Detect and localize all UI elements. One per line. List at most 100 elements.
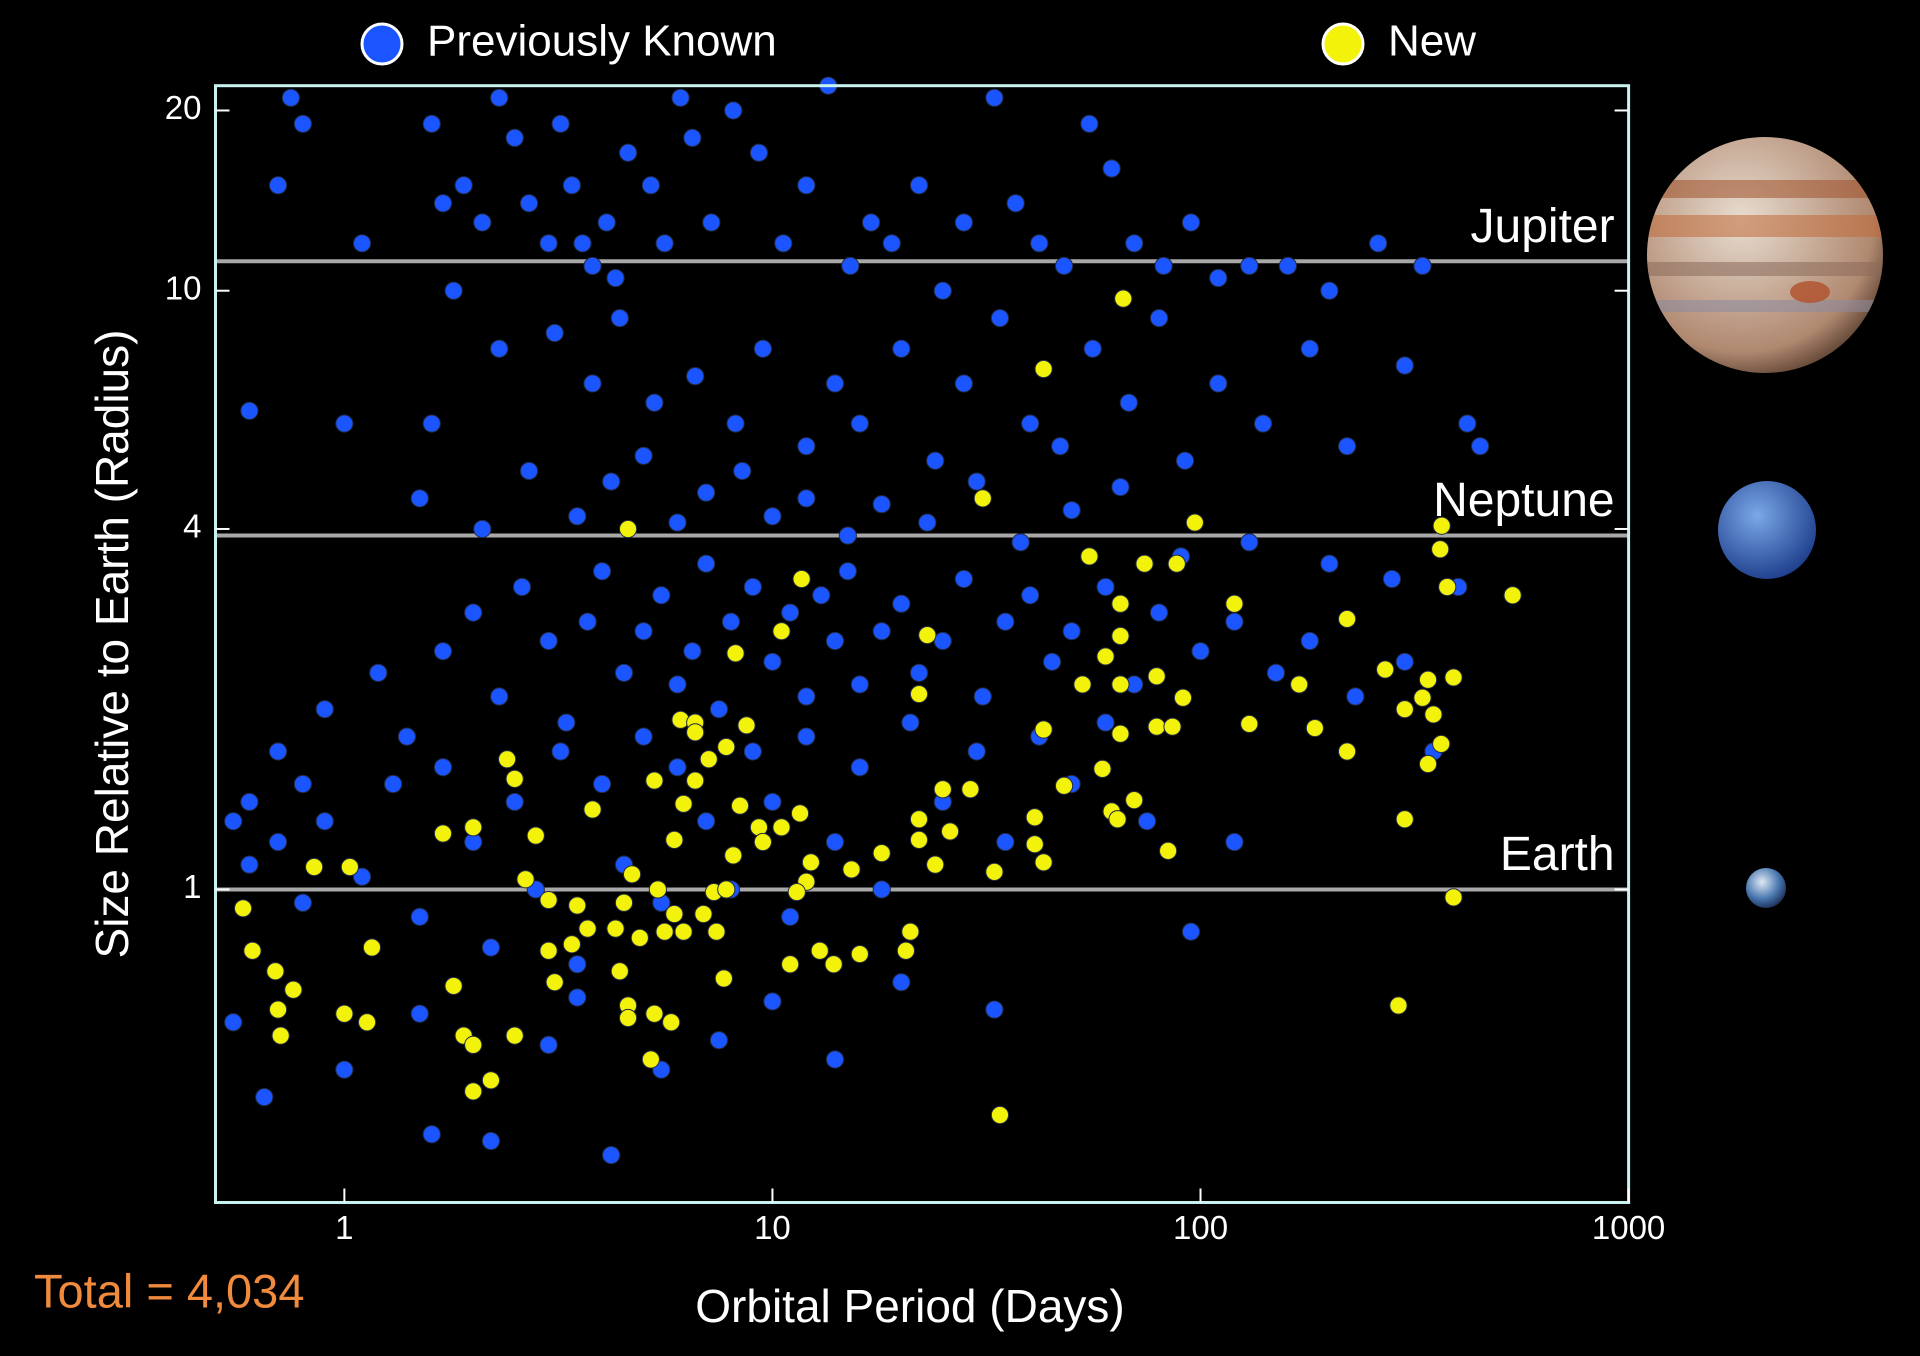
point [781, 907, 800, 926]
point [1096, 577, 1115, 597]
point [1418, 670, 1438, 689]
point [1021, 414, 1040, 433]
y-tick-label: 10 [165, 269, 202, 306]
point [512, 577, 532, 597]
planet-earth [1746, 868, 1786, 908]
point [686, 771, 705, 790]
point [797, 489, 816, 508]
point [918, 513, 937, 532]
point [1225, 612, 1244, 631]
point [1300, 631, 1319, 651]
point [568, 507, 587, 526]
point [850, 758, 869, 777]
point [652, 586, 671, 605]
point [882, 234, 901, 253]
point [1096, 713, 1115, 732]
point [284, 980, 303, 999]
point [1137, 812, 1157, 831]
point [749, 143, 769, 162]
point [990, 1105, 1010, 1125]
point [1395, 700, 1414, 719]
point [568, 988, 587, 1007]
point [1209, 268, 1228, 288]
point [444, 976, 463, 996]
point [1111, 626, 1130, 646]
point [473, 519, 492, 539]
point [233, 899, 253, 918]
point [551, 742, 570, 761]
point [850, 675, 869, 694]
point [801, 853, 821, 872]
point [1034, 359, 1053, 379]
point [645, 393, 664, 412]
point [634, 727, 653, 746]
point [655, 234, 674, 253]
point [490, 339, 509, 358]
point [1111, 724, 1130, 743]
point [909, 810, 929, 829]
point [490, 687, 509, 706]
point [683, 642, 702, 661]
point [665, 904, 684, 924]
point [498, 750, 517, 769]
point [357, 1013, 377, 1032]
point [1062, 622, 1081, 641]
point [901, 922, 920, 941]
point [753, 832, 773, 852]
point [781, 955, 800, 974]
point [335, 1060, 354, 1079]
point [797, 687, 816, 706]
point [352, 867, 372, 886]
x-tick-label: 10 [754, 1209, 791, 1246]
point [901, 713, 920, 732]
point [545, 973, 564, 992]
point [850, 414, 869, 433]
point [293, 114, 312, 133]
point [1240, 533, 1259, 552]
point [1102, 159, 1121, 178]
planet-jupiter [1647, 137, 1883, 373]
point [614, 663, 634, 682]
point [433, 642, 453, 661]
point [1163, 717, 1182, 736]
point [568, 896, 587, 915]
point [668, 758, 687, 777]
point [961, 780, 980, 799]
point [422, 114, 441, 133]
point [505, 1026, 524, 1045]
point [433, 194, 453, 213]
point [763, 992, 782, 1011]
point [268, 1000, 288, 1019]
point [825, 1050, 845, 1069]
point [1253, 414, 1273, 433]
point [909, 663, 929, 682]
point [1173, 688, 1193, 707]
point [1185, 513, 1204, 532]
point [1006, 194, 1025, 213]
point [996, 612, 1015, 631]
point [397, 727, 417, 746]
point [422, 1125, 441, 1144]
point [842, 860, 861, 879]
point [824, 955, 843, 974]
legend-label: New [1388, 17, 1476, 66]
x-tick-label: 1000 [1592, 1209, 1665, 1246]
point [618, 143, 638, 162]
point [557, 713, 576, 732]
point [1369, 234, 1388, 253]
point [1175, 451, 1195, 470]
point [335, 1004, 354, 1023]
point [926, 855, 945, 874]
x-tick-label: 100 [1173, 1209, 1228, 1246]
point [1432, 516, 1451, 535]
point [726, 414, 745, 433]
point [1054, 776, 1074, 795]
point [753, 339, 773, 358]
point [1382, 569, 1402, 589]
point [724, 101, 743, 120]
point [872, 622, 891, 641]
point [539, 941, 558, 960]
point [1147, 667, 1166, 686]
point [454, 176, 473, 195]
point [1125, 234, 1144, 253]
